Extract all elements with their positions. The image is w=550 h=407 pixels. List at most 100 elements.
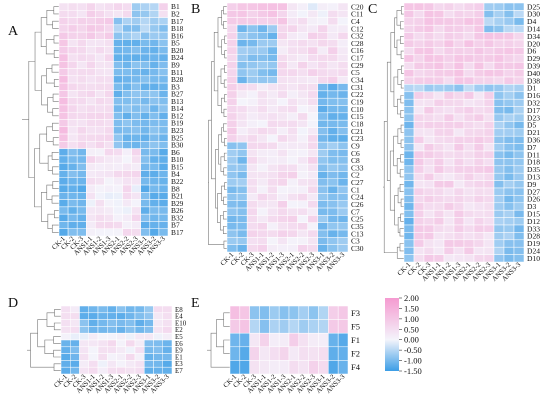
heatmap-cell [236, 185, 248, 194]
heatmap-cell [297, 17, 308, 26]
panel-b: B C20C11C4C12C32C28C16C17C29C5C34C31C22C1… [191, 2, 364, 273]
heatmap-cell [403, 61, 415, 70]
heatmap-cell [473, 195, 485, 204]
heatmap-cell [403, 217, 415, 226]
heatmap-cell [513, 165, 525, 174]
heatmap-cell [277, 171, 288, 180]
heatmap-cell [433, 54, 445, 63]
heatmap-cell [307, 61, 319, 70]
heatmap-cell [423, 39, 435, 48]
heatmap-cell [513, 187, 525, 196]
heatmap-cell [483, 32, 495, 41]
heatmap-cell [60, 319, 71, 327]
heatmap-cell [433, 76, 445, 85]
heatmap-cell [236, 237, 248, 245]
heatmap-cell [307, 46, 319, 55]
heatmap-cell [67, 170, 78, 179]
heatmap-cell [328, 332, 339, 348]
heatmap-cell [503, 165, 515, 174]
heatmap-cell [413, 209, 425, 218]
heatmap-cell [158, 221, 169, 229]
row-label: D20 [527, 39, 540, 48]
heatmap-cell [473, 54, 485, 63]
heatmap-cell [257, 215, 268, 223]
heatmap-cell [453, 232, 465, 241]
heatmap-cell [239, 346, 250, 361]
heatmap-cell [158, 119, 169, 128]
heatmap-cell [493, 187, 505, 196]
heatmap-cell [317, 134, 329, 143]
heatmap-cell [58, 104, 69, 113]
heatmap-cell [337, 156, 349, 165]
heatmap-cell [493, 76, 505, 85]
row-label: C9 [351, 141, 360, 150]
heatmap-cell [257, 237, 268, 245]
heatmap-cell [226, 178, 238, 187]
heatmap-cell [122, 2, 132, 11]
heatmap-cell [236, 105, 248, 114]
heatmap-cell [122, 10, 132, 18]
row-label: C26 [351, 200, 364, 209]
heatmap-cell [226, 193, 238, 201]
heatmap-cell [140, 119, 151, 128]
heatmap-cell [122, 221, 132, 229]
heatmap-cell [226, 119, 238, 128]
heatmap-cell [463, 128, 475, 137]
row-label: D30 [527, 10, 540, 19]
heatmap-cell [277, 119, 288, 128]
heatmap-cell [307, 222, 319, 231]
heatmap-cell [226, 24, 238, 33]
heatmap-cell [503, 39, 515, 48]
row-label: E5 [175, 333, 183, 341]
heatmap-cell [104, 192, 114, 200]
heatmap-cell [433, 17, 445, 26]
heatmap-cell [337, 83, 349, 92]
heatmap-cell [95, 192, 105, 200]
heatmap-cell [67, 75, 78, 84]
heatmap-cell [433, 232, 445, 241]
row-label: D34 [527, 32, 540, 41]
heatmap-cell [269, 332, 280, 348]
heatmap-cell [76, 39, 87, 47]
heatmap-cell [513, 84, 525, 93]
heatmap-cell [307, 97, 319, 106]
heatmap-cell [140, 162, 151, 171]
row-label: C19 [351, 97, 364, 106]
heatmap-cell [76, 31, 87, 40]
heatmap-cell [277, 68, 288, 77]
heatmap-cell [140, 192, 151, 200]
heatmap-cell [317, 229, 329, 238]
heatmap-cell [58, 199, 69, 208]
heatmap-cell [76, 206, 87, 215]
heatmap-cell [288, 360, 300, 375]
heatmap-cell [403, 224, 415, 233]
heatmap-cell [297, 149, 308, 158]
heatmap-cell [76, 213, 87, 222]
heatmap-cell [267, 10, 278, 18]
heatmap-cell [403, 158, 415, 167]
heatmap-cell [327, 127, 339, 136]
heatmap-cell [413, 195, 425, 204]
heatmap-cell [513, 150, 525, 159]
heatmap-cell [277, 46, 288, 55]
heatmap-cell [116, 353, 126, 361]
heatmap-cell [122, 141, 132, 149]
heatmap-cell [433, 128, 445, 137]
heatmap-cell [226, 207, 238, 216]
heatmap-cell [473, 172, 485, 181]
heatmap-cell [153, 353, 163, 361]
heatmap-cell [76, 24, 87, 33]
heatmap-cell [162, 346, 173, 354]
heatmap-cell [287, 163, 298, 172]
heatmap-cell [473, 113, 485, 122]
heatmap-cell [140, 141, 151, 149]
heatmap-cell [149, 82, 160, 91]
heatmap-cell [403, 113, 415, 122]
heatmap-cell [503, 54, 515, 63]
heatmap-cell [287, 119, 298, 128]
heatmap-cell [267, 200, 278, 209]
heatmap-cells-c [403, 2, 525, 263]
heatmap-cell [144, 339, 154, 348]
heatmap-cell [433, 165, 445, 174]
